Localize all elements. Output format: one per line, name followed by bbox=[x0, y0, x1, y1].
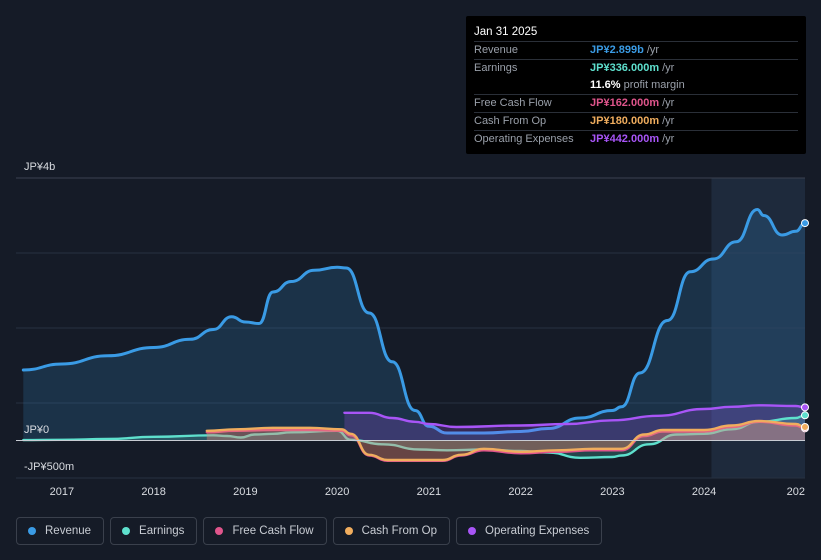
legend-item-operating-expenses[interactable]: Operating Expenses bbox=[456, 517, 603, 545]
x-tick-label: 2018 bbox=[141, 486, 165, 498]
tooltip-panel: Jan 31 2025 Revenue JP¥2.899b /yr Earnin… bbox=[466, 16, 806, 154]
cash-from-op-line[interactable] bbox=[205, 419, 807, 462]
tooltip-unit: /yr bbox=[662, 97, 675, 109]
tooltip-row-cfo: Cash From Op JP¥180.000m /yr bbox=[474, 112, 798, 130]
tooltip-value: 11.6% bbox=[590, 79, 621, 91]
tooltip-label: Earnings bbox=[474, 62, 518, 74]
gridlines bbox=[16, 177, 805, 479]
tooltip-date: Jan 31 2025 bbox=[474, 26, 538, 38]
tooltip-label: Revenue bbox=[474, 44, 519, 56]
legend-item-earnings[interactable]: Earnings bbox=[110, 517, 198, 545]
tooltip-row-opex: Operating Expenses JP¥442.000m /yr bbox=[474, 130, 798, 148]
tooltip-unit: /yr bbox=[646, 44, 660, 56]
legend-dot-icon bbox=[28, 527, 36, 535]
x-tick-label: 202 bbox=[787, 486, 805, 498]
operating-expenses-line[interactable] bbox=[343, 404, 807, 429]
legend-dot-icon bbox=[344, 527, 353, 535]
tooltip-row-margin: 11.6% profit margin bbox=[474, 77, 798, 94]
revenue-line[interactable] bbox=[21, 208, 807, 435]
legend-item-free-cash-flow[interactable]: Free Cash Flow bbox=[203, 517, 327, 545]
tooltip-label: Cash From Op bbox=[474, 115, 547, 127]
revenue-end-marker bbox=[801, 219, 809, 228]
tooltip-row-earnings: Earnings JP¥336.000m /yr bbox=[474, 59, 798, 77]
legend-dot-icon bbox=[468, 527, 477, 535]
tooltip-value: JP¥162.000m bbox=[590, 97, 660, 109]
legend-label: Cash From Op bbox=[361, 525, 438, 537]
legend-label: Free Cash Flow bbox=[232, 525, 314, 537]
x-tick-label: 2021 bbox=[417, 486, 441, 498]
earnings-line[interactable] bbox=[22, 414, 807, 459]
x-tick-label: 2020 bbox=[325, 486, 349, 498]
free-cash-flow-line[interactable] bbox=[205, 420, 807, 463]
chart-canvas[interactable]: JP¥4b JP¥0 -JP¥500m 2017 2018 2019 2020 2021… bbox=[0, 0, 821, 512]
tooltip-unit: /yr bbox=[662, 62, 675, 74]
series-layer bbox=[21, 208, 807, 463]
tooltip-value: JP¥2.899b bbox=[590, 44, 644, 56]
tooltip-row-revenue: Revenue JP¥2.899b /yr bbox=[474, 41, 798, 59]
free-cash-flow-area bbox=[206, 421, 806, 461]
legend-label: Operating Expenses bbox=[485, 525, 590, 537]
tooltip-row-fcf: Free Cash Flow JP¥162.000m /yr bbox=[474, 94, 798, 112]
end-markers bbox=[801, 219, 809, 433]
tooltip-label: Operating Expenses bbox=[474, 133, 574, 145]
tooltip-unit: /yr bbox=[662, 115, 675, 127]
tooltip-label: Free Cash Flow bbox=[474, 97, 552, 109]
legend: Revenue Earnings Free Cash Flow Cash Fro… bbox=[16, 517, 603, 545]
legend-label: Earnings bbox=[139, 525, 185, 537]
x-axis-ticks: 2017 2018 2019 2020 2021 2022 2023 2024 202 bbox=[50, 486, 805, 498]
legend-dot-icon bbox=[122, 527, 131, 535]
legend-item-cash-from-op[interactable]: Cash From Op bbox=[332, 517, 451, 545]
operating-expenses-end-marker bbox=[801, 403, 809, 412]
earnings-area bbox=[23, 415, 806, 458]
tooltip-value: JP¥336.000m bbox=[590, 62, 660, 74]
y-axis-zero-label: JP¥0 bbox=[24, 424, 49, 436]
x-tick-label: 2023 bbox=[600, 486, 624, 498]
tooltip-value: JP¥442.000m bbox=[590, 133, 660, 145]
earnings-end-marker bbox=[801, 411, 809, 420]
y-axis-top-label: JP¥4b bbox=[24, 161, 55, 173]
legend-dot-icon bbox=[215, 527, 224, 535]
tooltip-unit: profit margin bbox=[623, 79, 685, 91]
x-tick-label: 2024 bbox=[692, 486, 716, 498]
legend-item-revenue[interactable]: Revenue bbox=[16, 517, 105, 545]
tooltip-value: JP¥180.000m bbox=[590, 115, 660, 127]
x-tick-label: 2019 bbox=[233, 486, 257, 498]
cash-from-op-end-marker bbox=[801, 423, 809, 431]
legend-label: Revenue bbox=[45, 525, 92, 537]
x-tick-label: 2017 bbox=[50, 486, 74, 498]
revenue-area bbox=[23, 209, 806, 441]
tooltip-unit: /yr bbox=[662, 133, 675, 145]
x-tick-label: 2022 bbox=[508, 486, 532, 498]
y-axis-bottom-label: -JP¥500m bbox=[24, 461, 74, 473]
